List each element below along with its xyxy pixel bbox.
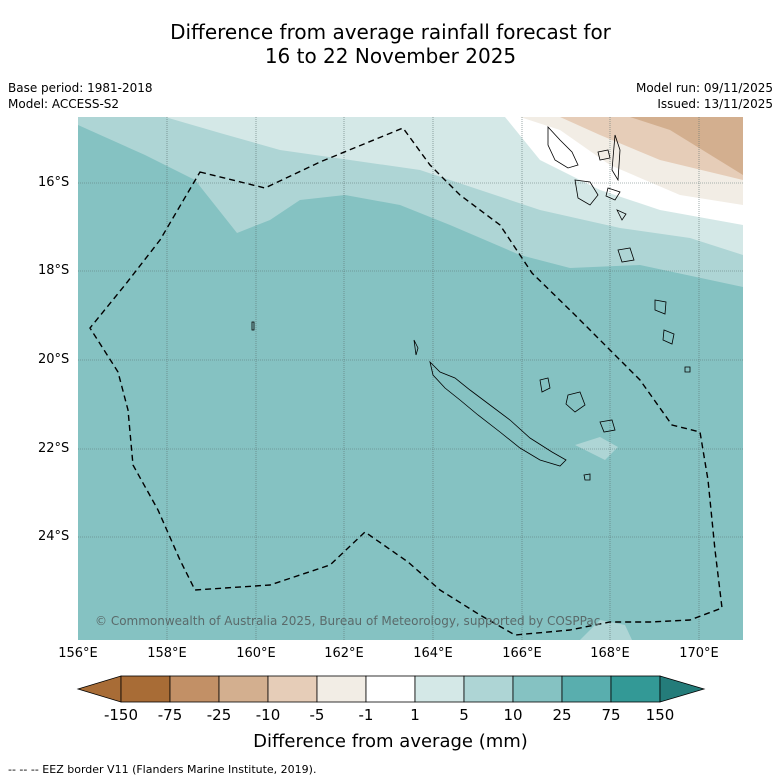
belep-island <box>413 339 419 356</box>
coastlines <box>251 125 691 481</box>
colorbar-segment-6 <box>365 675 416 703</box>
colorbar-tick-label: -5 <box>309 706 325 724</box>
colorbar-segment-7 <box>414 675 465 703</box>
ambrym-island <box>605 187 621 201</box>
field-patch-bottom <box>580 620 632 640</box>
issued-date: Issued: 13/11/2025 <box>657 97 773 111</box>
lifou-island <box>565 391 586 413</box>
efate-island <box>617 247 635 263</box>
chart-title-line2: 16 to 22 November 2025 <box>264 44 517 68</box>
lon-label-158e: 158°E <box>147 646 187 661</box>
espiritu-santo-island <box>547 125 579 169</box>
lon-label-164e: 164°E <box>413 646 453 661</box>
graticule <box>78 117 743 640</box>
colorbar-segment-8 <box>463 675 514 703</box>
colorbar-tick-label: -1 <box>358 706 374 724</box>
lat-label-18s: 18°S <box>38 263 70 278</box>
colorbar-lower-extension <box>76 675 122 703</box>
colorbar-segment-2 <box>169 675 220 703</box>
ouvea-island <box>539 377 551 393</box>
lon-label-160e: 160°E <box>236 646 276 661</box>
lon-label-168e: 168°E <box>590 646 630 661</box>
base-period: Base period: 1981-2018 <box>8 81 153 95</box>
aneityum-island <box>684 366 691 373</box>
colorbar-segment-10 <box>561 675 612 703</box>
tanna-island <box>662 329 675 345</box>
colorbar-tick-label: 150 <box>645 706 675 724</box>
colorbar-segment-4 <box>267 675 318 703</box>
model-run: Model run: 09/11/2025 <box>635 81 773 95</box>
copyright-notice: © Commonwealth of Australia 2025, Bureau… <box>95 614 601 628</box>
field-neg25-neg10 <box>630 117 743 175</box>
lat-label-16s: 16°S <box>38 175 70 190</box>
colorbar-tick-label: 75 <box>601 706 621 724</box>
malakula-island <box>574 179 599 206</box>
colorbar-tick-label: 10 <box>503 706 523 724</box>
colorbar-tick-label: -10 <box>255 706 281 724</box>
eez-border <box>89 127 723 636</box>
new-caledonia-island <box>429 360 567 467</box>
eez-border-legend: -- -- -- EEZ border V11 (Flanders Marine… <box>8 763 317 776</box>
epi-island <box>616 209 627 221</box>
erromango-island <box>654 299 667 315</box>
maewo-pentecost-island <box>611 134 621 182</box>
chart-title-line1: Difference from average rainfall forecas… <box>170 20 611 44</box>
colorbar-tick-label: -75 <box>157 706 183 724</box>
lat-label-24s: 24°S <box>38 529 70 544</box>
rainfall-field <box>78 117 743 640</box>
lat-label-20s: 20°S <box>38 352 70 367</box>
colorbar-segment-11 <box>610 675 661 703</box>
lon-label-166e: 166°E <box>502 646 542 661</box>
colorbar-segment-9 <box>512 675 563 703</box>
colorbar-title: Difference from average (mm) <box>253 731 528 752</box>
colorbar-tick-label: 5 <box>459 706 469 724</box>
lon-label-156e: 156°E <box>58 646 98 661</box>
colorbar-tick-label: -25 <box>206 706 232 724</box>
colorbar-tick-label: 25 <box>552 706 572 724</box>
lat-label-22s: 22°S <box>38 441 70 456</box>
mare-island <box>599 419 616 433</box>
chesterfield-islet <box>251 321 255 331</box>
colorbar <box>76 675 706 703</box>
colorbar-tick-label: 1 <box>410 706 420 724</box>
ile-des-pins <box>583 473 591 481</box>
colorbar-segment-5 <box>316 675 367 703</box>
colorbar-tick-label: -150 <box>103 706 139 724</box>
lon-label-170e: 170°E <box>679 646 719 661</box>
colorbar-upper-extension <box>659 675 706 703</box>
model-name: Model: ACCESS-S2 <box>8 97 120 111</box>
ambae-island <box>597 149 611 161</box>
field-patch-south <box>575 437 618 460</box>
lon-label-162e: 162°E <box>324 646 364 661</box>
colorbar-segment-3 <box>218 675 269 703</box>
colorbar-segment-1 <box>120 675 171 703</box>
